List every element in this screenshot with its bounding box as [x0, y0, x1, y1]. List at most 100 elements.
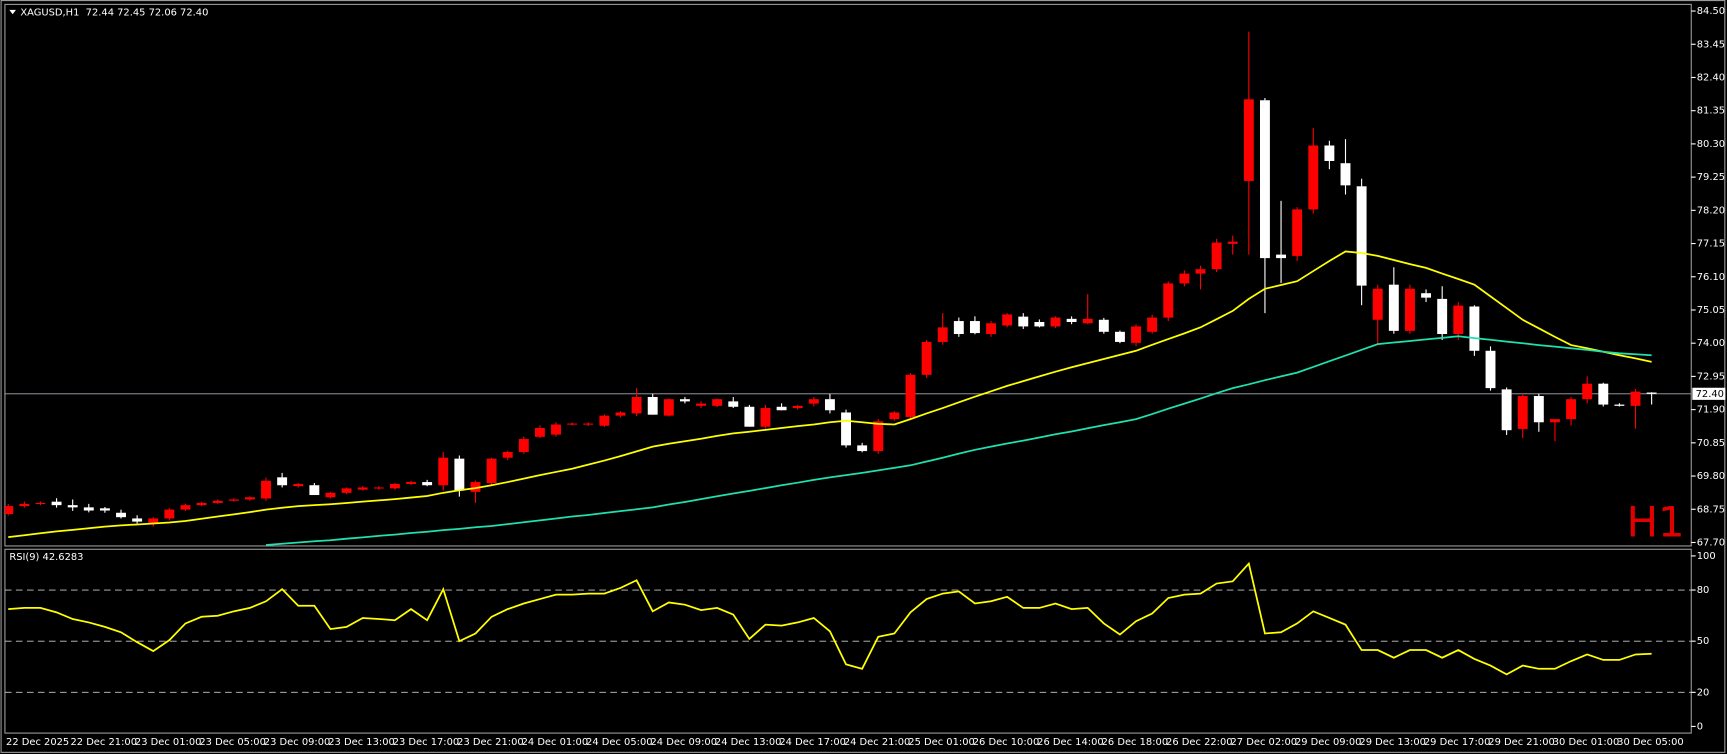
candle-body: [1211, 242, 1222, 270]
candle-body: [873, 421, 884, 452]
candle-body: [937, 327, 948, 342]
candle-body: [1131, 326, 1142, 343]
indicator-line: [8, 561, 1652, 676]
candle-body: [808, 399, 819, 404]
indicator-line: [265, 335, 1652, 546]
candle-body: [599, 415, 610, 426]
y-tick-label: 79.25: [1697, 172, 1725, 183]
y-tick-label: 77.15: [1697, 239, 1725, 250]
candle-body: [1356, 186, 1367, 286]
candle-body: [67, 505, 78, 508]
candle-body: [164, 509, 175, 519]
y-tick-label: 72.95: [1697, 371, 1725, 382]
x-tick-label: 29 Dec 09:00: [1295, 737, 1362, 748]
candle-body: [132, 518, 143, 522]
candle-body: [1533, 396, 1544, 423]
candle-body: [663, 399, 674, 416]
x-tick-label: 26 Dec 10:00: [973, 737, 1040, 748]
candle-body: [341, 488, 352, 493]
candle-body: [19, 503, 30, 507]
y-tick-label: 80: [1697, 585, 1710, 596]
candle-body: [953, 321, 964, 335]
symbol-menu-arrow[interactable]: [9, 9, 16, 15]
candle-body: [180, 505, 191, 510]
x-tick-label: 24 Dec 21:00: [844, 737, 911, 748]
candle-body: [712, 399, 723, 406]
main-panel-frame: [4, 3, 1692, 547]
y-tick-label: 0: [1697, 721, 1703, 732]
candle-body: [744, 406, 755, 427]
x-tick-label: 30 Dec 05:00: [1617, 737, 1684, 748]
candle-body: [969, 321, 980, 334]
candle-body: [760, 408, 771, 427]
y-tick-label: 82.40: [1697, 72, 1725, 83]
candle-body: [792, 405, 803, 409]
y-tick-label: 67.70: [1697, 537, 1725, 548]
candle-body: [1243, 99, 1254, 181]
candle-body: [502, 452, 513, 458]
candle-body: [244, 497, 255, 500]
chart-title: XAGUSD,H1 72.44 72.45 72.06 72.40: [20, 8, 208, 19]
x-tick-label: 30 Dec 01:00: [1553, 737, 1620, 748]
candle-body: [4, 506, 14, 515]
y-tick-label: 78.20: [1697, 205, 1725, 216]
x-tick-label: 29 Dec 13:00: [1359, 737, 1426, 748]
x-tick-label: 24 Dec 05:00: [586, 737, 653, 748]
candle-body: [35, 502, 46, 505]
candle-body: [148, 518, 159, 523]
candle-body: [986, 323, 996, 335]
candle-body: [1421, 293, 1432, 298]
candle-body: [921, 341, 932, 375]
candle-body: [1179, 273, 1190, 284]
y-tick-label: 20: [1697, 687, 1710, 698]
candle-body: [824, 399, 835, 411]
candle-body: [567, 423, 578, 425]
rsi-title: RSI(9) 42.6283: [9, 552, 83, 563]
candle-body: [1614, 404, 1625, 406]
candle-body: [1308, 145, 1319, 210]
rsi-plot: [4, 561, 1692, 693]
x-tick-label: 24 Dec 13:00: [715, 737, 782, 748]
candle-body: [1227, 241, 1238, 244]
x-tick-label: 26 Dec 18:00: [1102, 737, 1169, 748]
candle-body: [905, 374, 916, 417]
current-price-label: 72.40: [1696, 389, 1724, 400]
y-tick-label: 84.50: [1697, 6, 1725, 17]
y-tick-label: 74.00: [1697, 338, 1725, 349]
candle-body: [679, 399, 690, 402]
y-tick-label: 68.75: [1697, 504, 1725, 515]
candle-body: [1485, 350, 1496, 389]
x-tick-label: 23 Dec 01:00: [135, 737, 202, 748]
x-tick-label: 22 Dec 21:00: [70, 737, 137, 748]
candle-body: [1469, 306, 1480, 351]
candle-body: [309, 485, 320, 496]
y-tick-label: 75.05: [1697, 305, 1725, 316]
x-tick-label: 24 Dec 17:00: [779, 737, 846, 748]
x-tick-label: 23 Dec 13:00: [328, 737, 395, 748]
y-tick-label: 80.30: [1697, 139, 1725, 150]
candle-body: [1598, 383, 1609, 405]
current-price-box: [1692, 387, 1726, 400]
candle-body: [615, 412, 626, 416]
candle-body: [728, 401, 739, 407]
y-tick-label: 71.90: [1697, 405, 1725, 416]
candle-body: [277, 477, 288, 486]
candle-body: [293, 483, 304, 487]
candle-body: [438, 457, 449, 486]
candle-body: [454, 458, 465, 491]
candle-body: [776, 406, 787, 411]
x-tick-label: 29 Dec 21:00: [1488, 737, 1555, 748]
candle-body: [518, 439, 529, 453]
y-tick-label: 81.35: [1697, 106, 1725, 117]
x-tick-label: 27 Dec 02:00: [1231, 737, 1298, 748]
x-tick-label: 26 Dec 22:00: [1166, 737, 1233, 748]
candle-body: [857, 445, 868, 452]
candle-body: [1404, 288, 1415, 331]
candle-body: [1501, 389, 1512, 431]
candle-body: [99, 508, 110, 511]
candle-body: [1517, 396, 1528, 429]
candle-body: [389, 483, 400, 489]
candle-body: [422, 482, 433, 486]
x-tick-label: 22 Dec 2025: [6, 737, 69, 748]
